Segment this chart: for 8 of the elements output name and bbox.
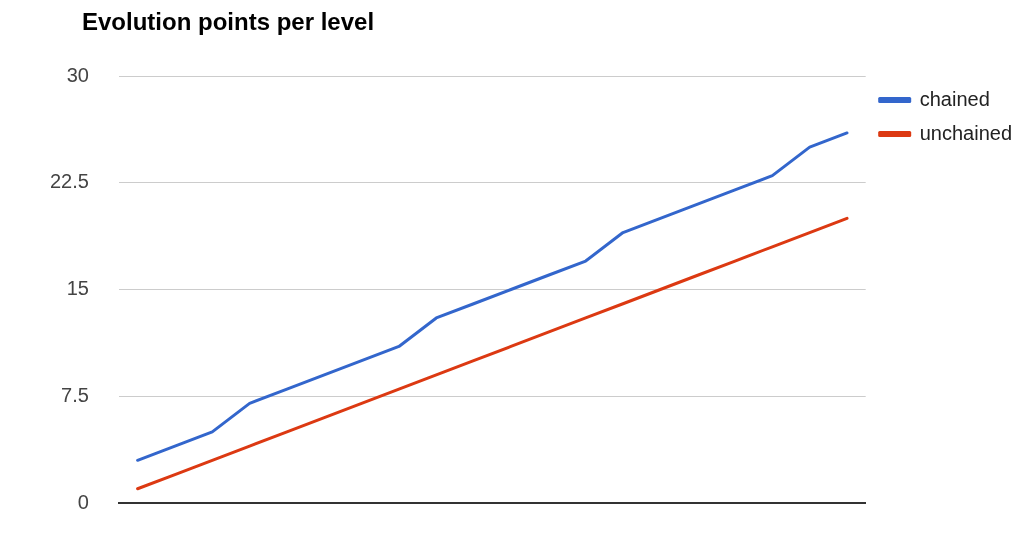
- legend-label: unchained: [919, 121, 1013, 144]
- chart-title: Evolution points per level: [82, 8, 375, 36]
- legend-label: chained: [919, 87, 990, 110]
- y-tick-label: 7.5: [61, 383, 89, 406]
- y-tick-label: 0: [77, 490, 89, 513]
- y-tick-label: 15: [66, 277, 89, 300]
- y-tick-label: 30: [66, 63, 89, 86]
- y-tick-label: 22.5: [49, 170, 89, 193]
